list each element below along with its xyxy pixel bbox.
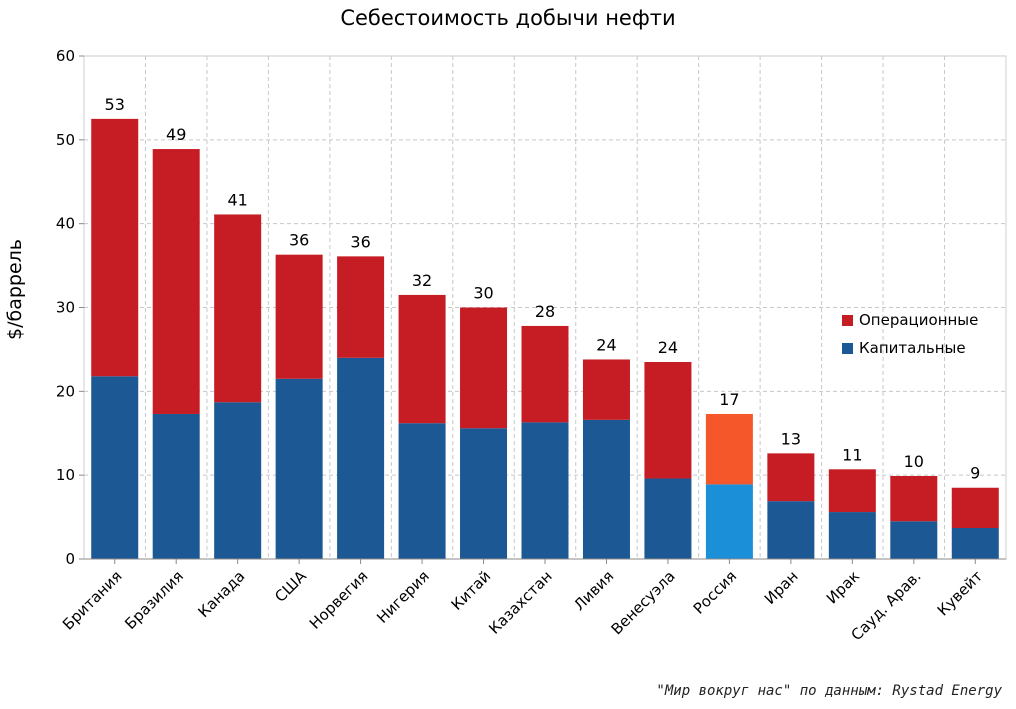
x-tick-label: США — [271, 567, 310, 606]
bar-operational — [214, 214, 262, 403]
bar-total-label: 53 — [105, 95, 125, 114]
bar-total-label: 28 — [535, 302, 555, 321]
bar-capital — [460, 428, 508, 559]
y-tick-label: 30 — [56, 299, 75, 317]
y-tick-label: 50 — [56, 131, 75, 149]
legend-item-capital: Капитальные — [842, 334, 978, 362]
legend: Операционные Капитальные — [842, 306, 978, 362]
bar-capital — [521, 422, 569, 559]
bar-total-label: 9 — [970, 464, 980, 483]
bar-total-label: 13 — [781, 429, 801, 448]
bar-operational — [91, 118, 139, 377]
bar-operational — [275, 254, 323, 379]
x-tick-label: Канада — [194, 567, 248, 621]
x-tick-label: Нигерия — [373, 567, 433, 627]
bar-operational — [705, 413, 753, 485]
bar-capital — [890, 521, 938, 559]
y-tick-label: 20 — [56, 382, 75, 400]
bar-total-label: 10 — [904, 452, 924, 471]
source-note: "Мир вокруг нас" по данным: Rystad Energ… — [656, 683, 1002, 699]
bar-capital — [767, 501, 815, 559]
x-tick-label: Китай — [448, 567, 495, 614]
bar-total-label: 11 — [842, 445, 862, 464]
x-tick-label: Казахстан — [485, 567, 556, 638]
bar-operational — [828, 469, 876, 513]
y-axis-label: $/баррель — [4, 238, 26, 340]
legend-swatch-capital — [842, 342, 853, 354]
bar-capital — [398, 423, 446, 559]
x-tick-label: Норвегия — [306, 567, 372, 633]
bar-capital — [152, 413, 200, 559]
bar-total-label: 49 — [166, 125, 186, 144]
legend-label-capital: Капитальные — [859, 339, 966, 357]
bar-operational — [398, 294, 446, 424]
bar-capital — [705, 484, 753, 559]
legend-swatch-operational — [842, 314, 853, 326]
bar-total-label: 24 — [596, 335, 616, 354]
x-tick-label: Ирак — [823, 567, 863, 607]
x-tick-label: Ливия — [570, 567, 617, 614]
bar-capital — [828, 512, 876, 559]
chart-title: Себестоимость добычи нефти — [340, 6, 676, 30]
bar-total-label: 36 — [289, 231, 309, 250]
x-tick-label: Бразилия — [121, 567, 187, 633]
legend-label-operational: Операционные — [859, 311, 979, 329]
y-tick-label: 0 — [65, 550, 75, 568]
bar-capital — [951, 527, 999, 559]
bar-operational — [890, 476, 938, 522]
bar-total-label: 32 — [412, 271, 432, 290]
bar-total-label: 17 — [719, 390, 739, 409]
y-tick-label: 60 — [56, 47, 75, 65]
legend-item-operational: Операционные — [842, 306, 978, 334]
x-tick-label: Венесуэла — [608, 567, 679, 638]
bar-capital — [91, 376, 139, 559]
x-tick-label: Британия — [59, 567, 126, 634]
bar-total-label: 41 — [227, 190, 247, 209]
bar-capital — [337, 357, 385, 559]
bar-capital — [644, 478, 692, 559]
bar-operational — [460, 307, 508, 429]
bar-operational — [644, 361, 692, 479]
y-tick-label: 10 — [56, 466, 75, 484]
bar-operational — [951, 487, 999, 528]
bar-capital — [275, 378, 323, 559]
bar-capital — [214, 402, 262, 559]
bar-operational — [582, 359, 630, 420]
bar-operational — [337, 256, 385, 358]
bar-operational — [767, 453, 815, 502]
bar-operational — [152, 149, 200, 414]
bar-total-label: 36 — [350, 232, 370, 251]
x-tick-label: Кувейт — [934, 567, 987, 620]
y-tick-label: 40 — [56, 215, 75, 233]
x-tick-label: Иран — [761, 567, 802, 608]
bar-total-label: 30 — [473, 284, 493, 303]
bar-operational — [521, 325, 569, 423]
x-tick-label: Россия — [690, 567, 741, 618]
bar-total-label: 24 — [658, 338, 678, 357]
bar-capital — [582, 419, 630, 559]
